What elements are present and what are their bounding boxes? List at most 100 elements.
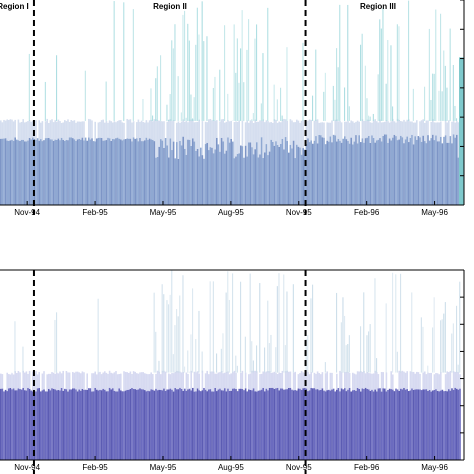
bar-mid: [124, 371, 127, 391]
bar: [278, 390, 280, 460]
bar-spike: [169, 94, 171, 121]
bar-mid: [62, 122, 64, 140]
bar: [251, 390, 253, 460]
bar-mid: [406, 119, 408, 137]
bar-mid: [177, 371, 180, 390]
bar: [11, 139, 13, 205]
bar-mid: [49, 120, 52, 140]
bar: [248, 142, 250, 205]
bar-spike: [377, 74, 379, 121]
bar-mid: [52, 122, 55, 141]
bar-mid: [68, 372, 71, 390]
bar-spike: [195, 44, 197, 121]
bar-spike: [459, 57, 464, 206]
bar-spike: [292, 284, 294, 373]
bar: [396, 140, 399, 205]
bar-mid: [64, 120, 66, 141]
bar: [448, 389, 450, 460]
bar: [308, 142, 311, 205]
bar: [275, 141, 277, 205]
bar-mid: [113, 121, 116, 140]
bar-spike: [168, 304, 170, 373]
bar: [156, 390, 159, 460]
bar-spike: [324, 362, 326, 373]
bar-mid: [25, 121, 28, 142]
bar-mid: [315, 119, 317, 137]
bar-mid: [62, 370, 64, 391]
bar-mid: [438, 122, 440, 142]
bar-mid: [166, 121, 168, 146]
bar: [361, 388, 364, 460]
bar-spike: [267, 300, 269, 373]
bar-mid: [414, 122, 416, 137]
bar: [81, 137, 84, 205]
bar: [22, 139, 24, 205]
bar-mid: [326, 122, 328, 141]
bar-mid: [81, 121, 84, 138]
bar-mid: [206, 370, 208, 392]
bar-spike: [233, 24, 235, 121]
bar: [412, 389, 415, 460]
bar-mid: [409, 371, 412, 391]
bar: [228, 391, 231, 460]
bar-mid: [288, 371, 290, 388]
bar: [377, 388, 380, 460]
bar: [436, 141, 439, 205]
bar: [281, 388, 284, 460]
bar-mid: [451, 121, 453, 144]
bar-mid: [457, 372, 460, 390]
bar-mid: [390, 371, 392, 390]
bar: [83, 140, 85, 205]
bar-mid: [67, 372, 69, 392]
bar: [409, 137, 412, 205]
bar-spike: [435, 9, 437, 121]
top-panel-x-ticks: Nov-94 Feb-95 May-95 Aug-95 Nov-95 Feb-96 May-…: [14, 201, 448, 217]
bar-mid: [339, 121, 341, 141]
bar-mid: [11, 119, 13, 140]
bar: [344, 136, 346, 205]
bar-mid: [275, 372, 277, 389]
bar-spike: [249, 273, 251, 373]
bar-spike: [368, 115, 370, 121]
bar-mid: [432, 119, 434, 135]
bar: [289, 144, 292, 205]
bar: [80, 139, 82, 205]
bar: [110, 389, 112, 460]
bar-spike: [345, 345, 347, 373]
bar-spike: [219, 69, 221, 121]
bar: [249, 142, 252, 205]
bar-mid: [435, 122, 437, 136]
bar-spike: [348, 335, 350, 373]
bar: [246, 391, 248, 460]
bar-mid: [48, 373, 50, 389]
bar-spike: [28, 53, 30, 121]
bar: [324, 391, 327, 460]
bar-mid: [136, 122, 138, 139]
bar: [243, 157, 245, 205]
bar-mid: [414, 373, 416, 390]
bar-mid: [139, 121, 141, 138]
bar-mid: [324, 373, 327, 392]
bar: [422, 135, 424, 205]
bar: [368, 389, 370, 460]
bar-mid: [348, 122, 351, 144]
bar: [102, 388, 104, 460]
bar: [147, 390, 149, 460]
bar: [174, 158, 176, 205]
bar-mid: [171, 121, 173, 151]
bar: [150, 389, 152, 460]
bar: [107, 137, 109, 205]
bar-mid: [286, 370, 288, 390]
bar-spike: [382, 8, 384, 121]
bar: [435, 389, 437, 460]
bar-mid: [227, 371, 229, 389]
bar: [161, 390, 164, 460]
bar: [60, 388, 63, 460]
bar-mid: [270, 373, 272, 388]
bar-spike: [153, 292, 155, 373]
bar-mid: [404, 121, 407, 140]
bar-spike: [369, 324, 371, 373]
bar-spike: [380, 28, 382, 121]
bar-mid: [46, 118, 48, 139]
bar: [368, 135, 370, 205]
